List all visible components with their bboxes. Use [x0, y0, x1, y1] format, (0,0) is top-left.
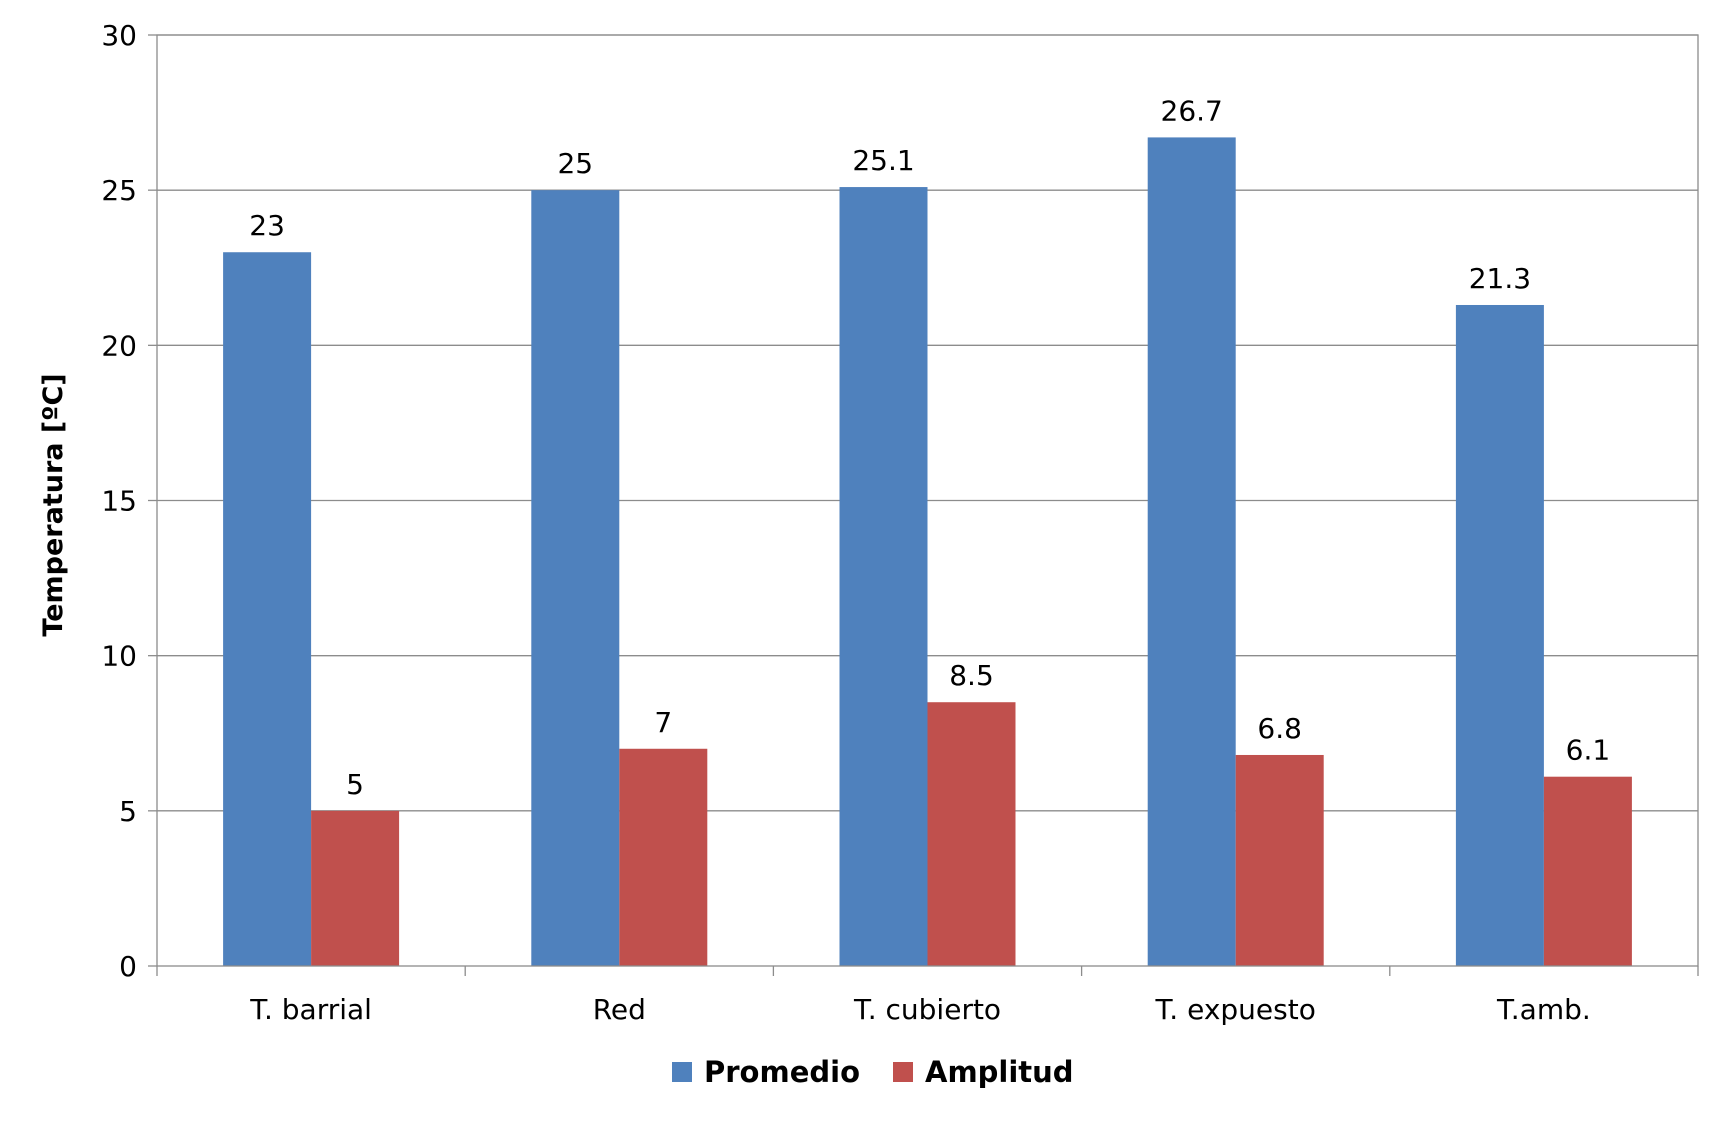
data-label-amplitud-2: 8.5 [949, 659, 994, 692]
y-tick-label: 15 [101, 485, 137, 518]
y-tick-label: 10 [101, 640, 137, 673]
data-label-amplitud-4: 6.1 [1566, 734, 1611, 767]
bar-promedio-0 [223, 252, 312, 966]
data-label-promedio-1: 25 [557, 147, 593, 180]
x-tick-label: T. expuesto [1155, 993, 1316, 1026]
plot-area-border [156, 34, 1699, 967]
bar-amplitud-3 [1235, 754, 1324, 966]
legend-swatch-amplitud [893, 1062, 913, 1082]
legend-swatch-promedio [672, 1062, 692, 1082]
axes: 0 5 10 15 20 25 30 T. barrial Red T. cubierto T. e… [101, 19, 1699, 1026]
x-tick-label: T.amb. [1496, 993, 1591, 1026]
data-label-promedio-4: 21.3 [1469, 262, 1531, 295]
data-labels: 23 5 25 7 25.1 8.5 26.7 6.8 21.3 6.1 [249, 94, 1610, 800]
legend-label-promedio: Promedio [704, 1055, 860, 1089]
data-label-amplitud-0: 5 [346, 768, 364, 801]
data-label-amplitud-1: 7 [654, 706, 672, 739]
y-tick-label: 25 [101, 174, 137, 207]
bar-amplitud-4 [1543, 776, 1632, 966]
bar-amplitud-0 [311, 810, 400, 966]
y-tick-label: 5 [119, 795, 137, 828]
x-tick-label: T. barrial [249, 993, 372, 1026]
bar-promedio-4 [1455, 304, 1544, 966]
bar-promedio-3 [1147, 137, 1236, 966]
bar-promedio-2 [839, 187, 928, 966]
bar-amplitud-1 [619, 748, 708, 966]
legend: Promedio Amplitud [672, 1055, 1074, 1089]
data-label-promedio-2: 25.1 [852, 144, 914, 177]
y-tick-label: 30 [101, 19, 137, 52]
data-label-promedio-0: 23 [249, 209, 285, 242]
data-label-amplitud-3: 6.8 [1257, 712, 1302, 745]
x-tick-label: Red [593, 993, 646, 1026]
data-label-promedio-3: 26.7 [1161, 94, 1223, 127]
x-tick-label: T. cubierto [853, 993, 1001, 1026]
legend-label-amplitud: Amplitud [925, 1055, 1074, 1089]
bar-promedio-1 [531, 190, 620, 966]
y-tick-label: 20 [101, 329, 137, 362]
bars [223, 137, 1632, 966]
bar-amplitud-2 [927, 702, 1016, 966]
y-tick-label: 0 [119, 950, 137, 983]
y-axis-title: Temperatura [ºC] [38, 373, 69, 636]
